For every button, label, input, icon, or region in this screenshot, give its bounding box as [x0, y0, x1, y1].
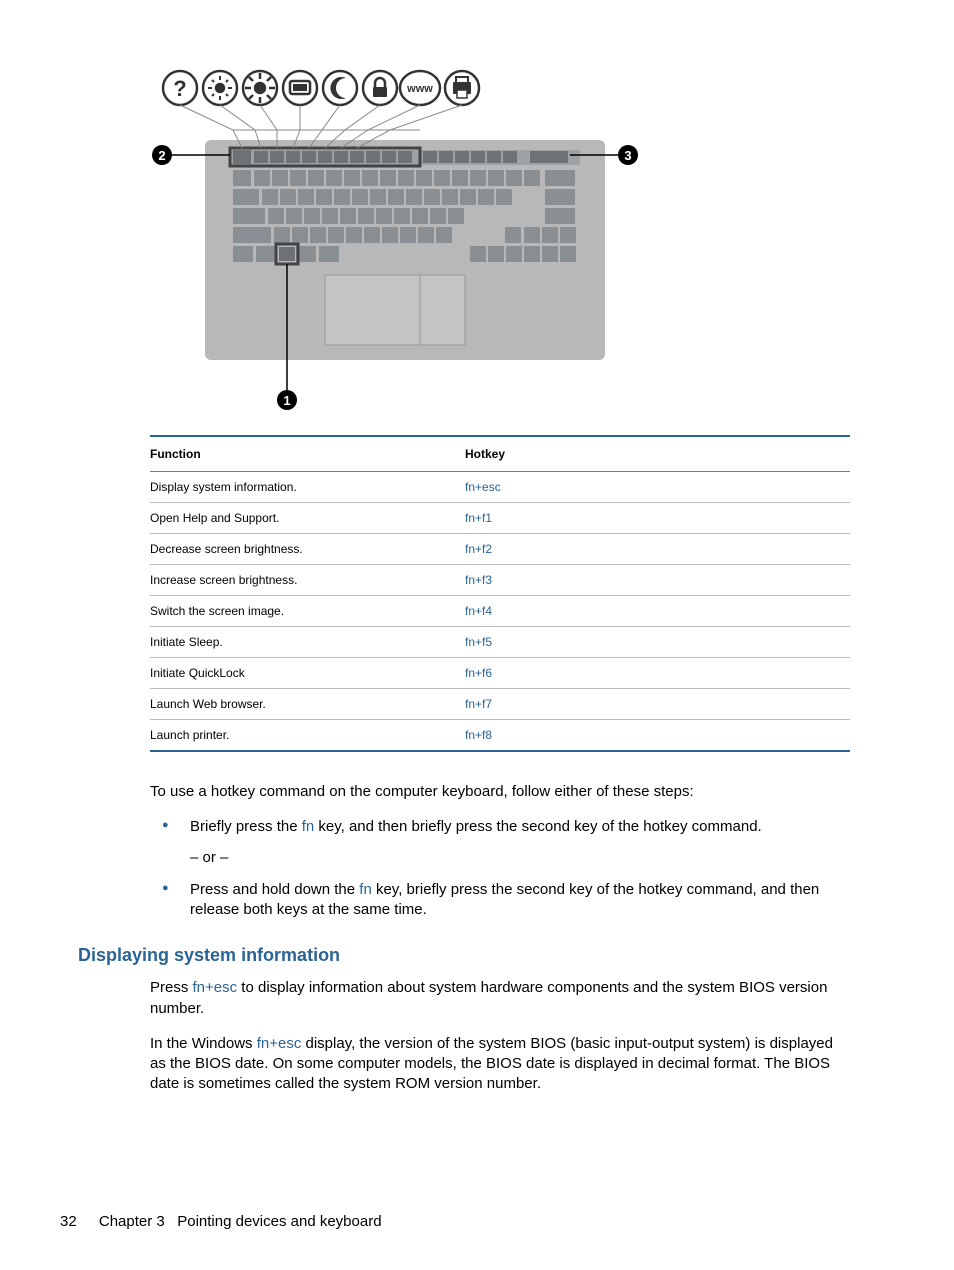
callout-1: 1 [283, 393, 290, 408]
page: ? [0, 0, 954, 1270]
callout-3: 3 [624, 148, 631, 163]
table-row: Display system information.fn+esc [150, 472, 850, 503]
table-row: Launch Web browser.fn+f7 [150, 689, 850, 720]
th-function: Function [150, 436, 465, 472]
keyboard-svg: ? [150, 60, 650, 420]
table-row: Switch the screen image.fn+f4 [150, 596, 850, 627]
keyboard-diagram: ? [150, 60, 894, 425]
page-number: 32 [60, 1213, 77, 1230]
section-p1: Press fn+esc to display information abou… [150, 978, 850, 1019]
th-hotkey: Hotkey [465, 436, 850, 472]
section-p2: In the Windows fn+esc display, the versi… [150, 1034, 850, 1095]
chapter-label: Chapter 3 Pointing devices and keyboard [99, 1213, 382, 1230]
bullet-list: Briefly press the fn key, and then brief… [150, 817, 850, 920]
table-row: Launch printer.fn+f8 [150, 720, 850, 752]
section-heading: Displaying system information [78, 945, 894, 966]
table-row: Initiate Sleep.fn+f5 [150, 627, 850, 658]
list-item: Briefly press the fn key, and then brief… [150, 817, 850, 868]
table-row: Initiate QuickLockfn+f6 [150, 658, 850, 689]
or-text: – or – [190, 848, 850, 868]
svg-text:www: www [406, 83, 433, 95]
table-row: Decrease screen brightness.fn+f2 [150, 534, 850, 565]
page-footer: 32 Chapter 3 Pointing devices and keyboa… [60, 1213, 382, 1230]
list-item: Press and hold down the fn key, briefly … [150, 880, 850, 921]
callout-2: 2 [158, 148, 165, 163]
hotkey-table: Function Hotkey Display system informati… [150, 435, 850, 752]
table-row: Open Help and Support.fn+f1 [150, 503, 850, 534]
intro-text: To use a hotkey command on the computer … [150, 782, 850, 802]
svg-text:?: ? [173, 76, 186, 101]
table-row: Increase screen brightness.fn+f3 [150, 565, 850, 596]
